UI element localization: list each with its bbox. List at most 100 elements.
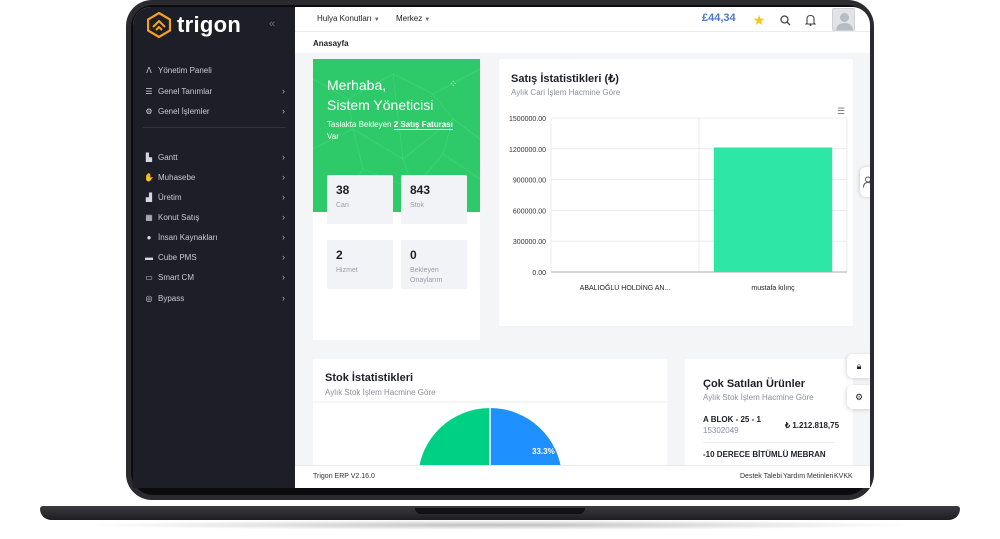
product-name[interactable]: A BLOK - 25 - 1 — [703, 415, 761, 424]
sidebar-item-label: Smart CM — [158, 272, 194, 282]
chart-menu-icon[interactable]: ☰ — [837, 106, 846, 116]
stat-value: 38 — [336, 183, 350, 197]
collapse-sidebar-icon[interactable]: « — [269, 18, 276, 30]
stat-hizmet[interactable]: 2 Hizmet — [327, 240, 393, 289]
greeting-line2: Sistem Yöneticisi — [327, 97, 434, 113]
sidebar-item-konut-satış[interactable]: ▦ Konut Satış › — [143, 209, 285, 225]
user-icon: ● — [146, 232, 152, 242]
y-tick-label: 600000.00 — [513, 208, 546, 215]
bell-icon[interactable] — [802, 12, 818, 28]
laptop-shadow — [80, 520, 920, 530]
sidebar-item-genel-i-şlemler[interactable]: ⚙ Genel İşlemler › — [143, 103, 285, 119]
y-tick-label: 1500000.00 — [509, 116, 546, 123]
laptop-notch — [415, 508, 585, 514]
branch-select-value: Merkez — [396, 14, 423, 23]
gear-icon: ⚙ — [854, 391, 864, 402]
company-select[interactable]: Hulya Konutları ▼ — [317, 14, 380, 23]
grid-dots-icon[interactable]: ⁘ — [449, 79, 458, 90]
star-icon[interactable]: ★ — [752, 11, 766, 28]
draft-invoice-link[interactable]: 2 Satış Faturası — [393, 120, 453, 130]
stock-stats-subtitle: Aylık Stok İşlem Hacmine Göre — [325, 388, 436, 397]
bypass-icon: ◎ — [145, 293, 153, 303]
sidebar-item-label: Cube PMS — [158, 252, 197, 262]
screen: trigon « ᐱ Yönetim Paneli ☰ Genel Tanımlar ›… — [133, 7, 870, 488]
breadcrumb[interactable]: Anasayfa — [313, 39, 349, 48]
sidebar-item-genel-tanımlar[interactable]: ☰ Genel Tanımlar › — [143, 83, 285, 99]
chevron-right-icon: › — [282, 192, 285, 202]
chevron-right-icon: › — [282, 232, 285, 242]
user-icon — [863, 176, 870, 188]
topbar: Hulya Konutları ▼ Merkez ▼ £44,34 ★ — [295, 7, 870, 32]
logo-text: trigon — [177, 12, 242, 37]
sidebar-item-i-nsan-kaynakları[interactable]: ● İnsan Kaynakları › — [143, 229, 285, 245]
sales-stats-card: Satış İstatistikleri (₺) Aylık Cari İşle… — [499, 59, 853, 326]
stat-value: 843 — [410, 183, 431, 197]
logo[interactable]: trigon — [147, 11, 241, 39]
sidebar-item-label: Genel İşlemler — [158, 106, 210, 116]
stat-value: 2 — [336, 248, 343, 262]
company-select-value: Hulya Konutları — [317, 14, 372, 23]
stat-cari[interactable]: 38 Cari — [327, 175, 393, 224]
sidebar-item-cube-pms[interactable]: ▬ Cube PMS › — [143, 249, 285, 265]
support-link[interactable]: Destek Talebi — [740, 473, 782, 480]
hand-coins-icon: ✋ — [144, 172, 154, 182]
y-tick-label: 300000.00 — [513, 239, 546, 246]
building-icon: ▦ — [145, 212, 153, 222]
bar — [713, 147, 833, 272]
best-sellers-subtitle: Aylık Stok İşlem Hacmine Göre — [703, 393, 814, 402]
stat-label: Bekleyen Onaylarım — [410, 267, 443, 284]
sidebar-item-smart-cm[interactable]: ▭ Smart CM › — [143, 269, 285, 285]
stat-label: Stok — [410, 202, 425, 209]
chevron-right-icon: › — [282, 172, 285, 182]
balance-display[interactable]: £44,34 — [702, 12, 736, 24]
sliders-icon: ☰ — [145, 86, 153, 96]
y-tick-label: 1200000.00 — [509, 147, 546, 154]
avatar[interactable] — [832, 8, 855, 31]
stat-stok[interactable]: 843 Stok — [401, 175, 467, 224]
stock-stats-title: Stok İstatistikleri — [325, 372, 414, 384]
stat-label: Cari — [336, 202, 349, 209]
breadcrumb-bar: Anasayfa — [295, 32, 870, 53]
pie-label: 33.3% — [532, 447, 555, 456]
search-icon[interactable] — [777, 12, 793, 28]
sidebar-item-üretim[interactable]: ▟ Üretim › — [143, 189, 285, 205]
sidebar-item-bypass[interactable]: ◎ Bypass › — [143, 290, 286, 306]
x-category-label: mustafa kılınç — [751, 285, 795, 292]
sidebar-item-yönetim-paneli[interactable]: ᐱ Yönetim Paneli — [143, 62, 285, 78]
sales-stats-subtitle: Aylık Cari İşlem Hacmine Göre — [511, 88, 621, 97]
lock-button[interactable]: 🔒︎ — [847, 354, 870, 378]
sidebar-item-gantt[interactable]: ▙ Gantt › — [143, 149, 285, 165]
cm-icon: ▭ — [145, 272, 153, 282]
sales-bar-chart: 1500000.00 1200000.00 900000.00 600000.00 30… — [509, 116, 848, 292]
stat-value: 0 — [410, 248, 417, 262]
stock-pie-chart: 33.3% — [313, 401, 667, 476]
sidebar-item-label: Yönetim Paneli — [158, 65, 212, 75]
product-code: 15302049 — [703, 426, 739, 435]
stat-bekleyen-onaylarim[interactable]: 0 Bekleyen Onaylarım — [401, 240, 467, 289]
draft-prefix: Taslakta Bekleyen — [327, 120, 394, 129]
kvkk-link[interactable]: KVKK — [834, 473, 853, 480]
product-name[interactable]: -10 DERECE BİTÜMLÜ MEBRAN — [703, 450, 826, 459]
stat-label: Hizmet — [336, 267, 358, 274]
branch-select[interactable]: Merkez ▼ — [396, 14, 430, 23]
pie-slice-green — [418, 407, 490, 476]
sidebar-item-label: Genel Tanımlar — [158, 86, 213, 96]
sidebar-item-label: İnsan Kaynakları — [158, 232, 218, 242]
help-link[interactable]: Yardım Metinleri — [783, 473, 834, 480]
best-sellers-title: Çok Satılan Ürünler — [703, 378, 806, 390]
caret-down-icon: ▼ — [424, 17, 431, 23]
network-pattern-decoration — [313, 68, 480, 212]
chevron-right-icon: › — [282, 86, 285, 96]
lock-icon: 🔒︎ — [856, 360, 862, 371]
settings-button[interactable]: ⚙ — [847, 385, 870, 409]
sidebar-item-label: Üretim — [158, 192, 182, 202]
sidebar-divider — [143, 127, 285, 128]
sidebar-item-muhasebe[interactable]: ✋ Muhasebe › — [143, 169, 285, 185]
chevron-right-icon: › — [282, 152, 285, 162]
chevron-right-icon: › — [282, 293, 285, 303]
y-tick-label: 0.00 — [532, 270, 546, 277]
chart-icon: ᐱ — [146, 65, 152, 75]
user-panel-tab[interactable] — [860, 167, 870, 197]
product-price: ₺ 1.212.818,75 — [785, 421, 840, 430]
sales-stats-title: Satış İstatistikleri (₺) — [511, 73, 619, 85]
